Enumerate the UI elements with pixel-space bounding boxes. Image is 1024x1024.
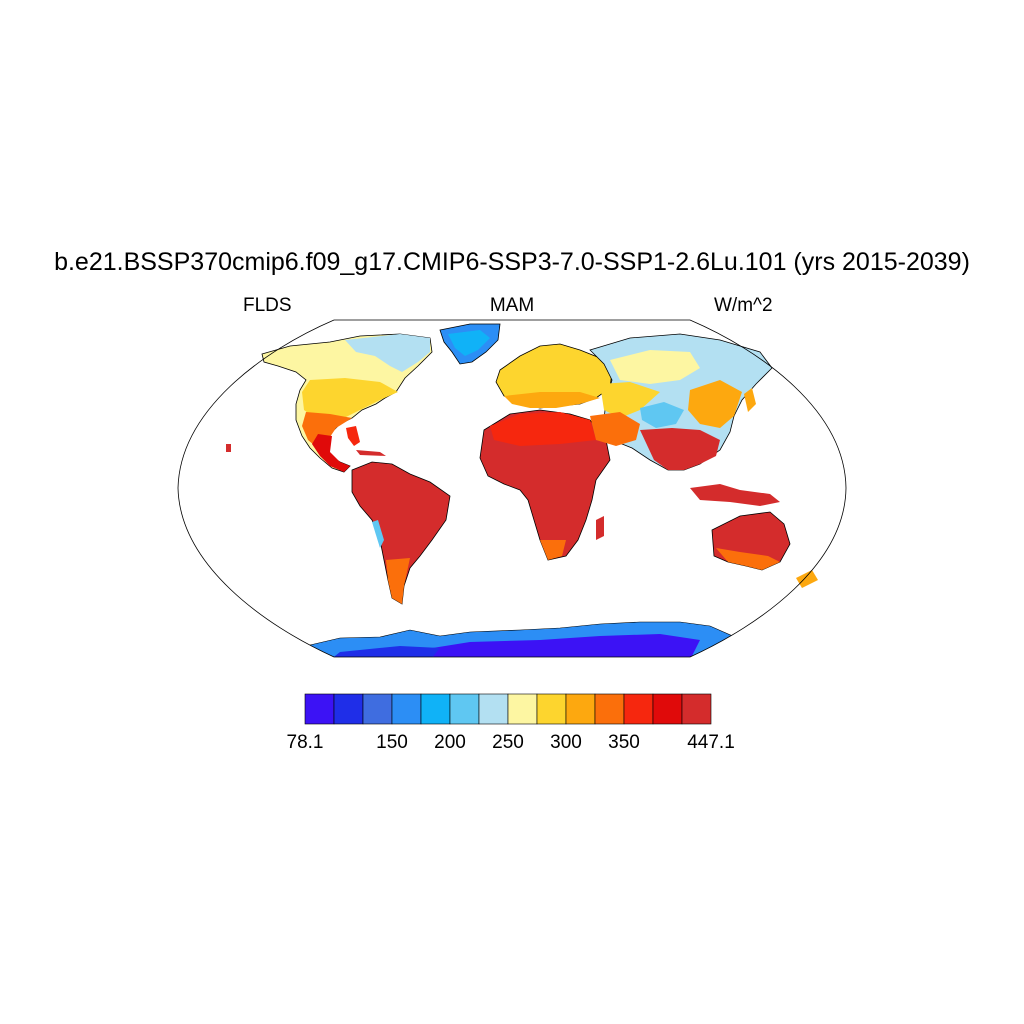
colorbar-swatch [449, 693, 480, 725]
new-zealand [796, 570, 818, 588]
colorbar-swatch [391, 693, 422, 725]
colorbar-swatch [420, 693, 451, 725]
greenland-interior [448, 330, 490, 356]
australia-south [716, 548, 780, 570]
colorbar-swatch [507, 693, 538, 725]
south-america-south [386, 558, 410, 604]
hawaii [226, 444, 231, 452]
colorbar-swatch [333, 693, 364, 725]
colorbar-tick-label: 150 [376, 732, 408, 753]
north-america-mid [302, 378, 398, 420]
north-america-canada [345, 334, 430, 372]
colorbar-tick-label: 300 [550, 732, 582, 753]
colorbar-tick-label: 250 [492, 732, 524, 753]
florida [346, 426, 360, 446]
season-label: MAM [489, 295, 535, 316]
andes [372, 520, 384, 548]
africa [479, 409, 611, 561]
africa-north [490, 412, 596, 446]
indonesia [690, 484, 780, 506]
colorbar-swatch [623, 693, 654, 725]
south-asia [640, 428, 720, 470]
siberia-north [610, 350, 700, 384]
colorbar-swatch [536, 693, 567, 725]
japan [744, 388, 756, 412]
central-asia [600, 382, 660, 418]
colorbar-tick-label: 200 [434, 732, 466, 753]
antarctica-interior [420, 634, 700, 657]
colorbar-swatch [652, 693, 683, 725]
antarctica-mid [330, 646, 440, 657]
map-outline [177, 319, 847, 658]
colorbar-tick-label: 447.1 [687, 732, 735, 753]
plot-title: b.e21.BSSP370cmip6.f09_g17.CMIP6-SSP3-7.… [54, 248, 970, 276]
tibet [640, 402, 684, 428]
colorbar-tick-label: 350 [608, 732, 640, 753]
cuba [356, 450, 386, 456]
colorbar-tick-label: 78.1 [286, 732, 324, 753]
variable-label: FLDS [243, 295, 292, 316]
mexico [312, 434, 350, 472]
madagascar [596, 516, 604, 540]
colorbar-swatch [565, 693, 596, 725]
europe-south [504, 392, 600, 408]
middle-east [590, 412, 640, 446]
east-asia [688, 380, 742, 428]
colorbar-swatch [594, 693, 625, 725]
colorbar-swatch [304, 693, 335, 725]
colorbar-swatch [681, 693, 712, 725]
colorbar-swatch [478, 693, 509, 725]
colorbar-swatch [362, 693, 393, 725]
africa-south [540, 540, 566, 560]
units-label: W/m^2 [714, 295, 773, 316]
